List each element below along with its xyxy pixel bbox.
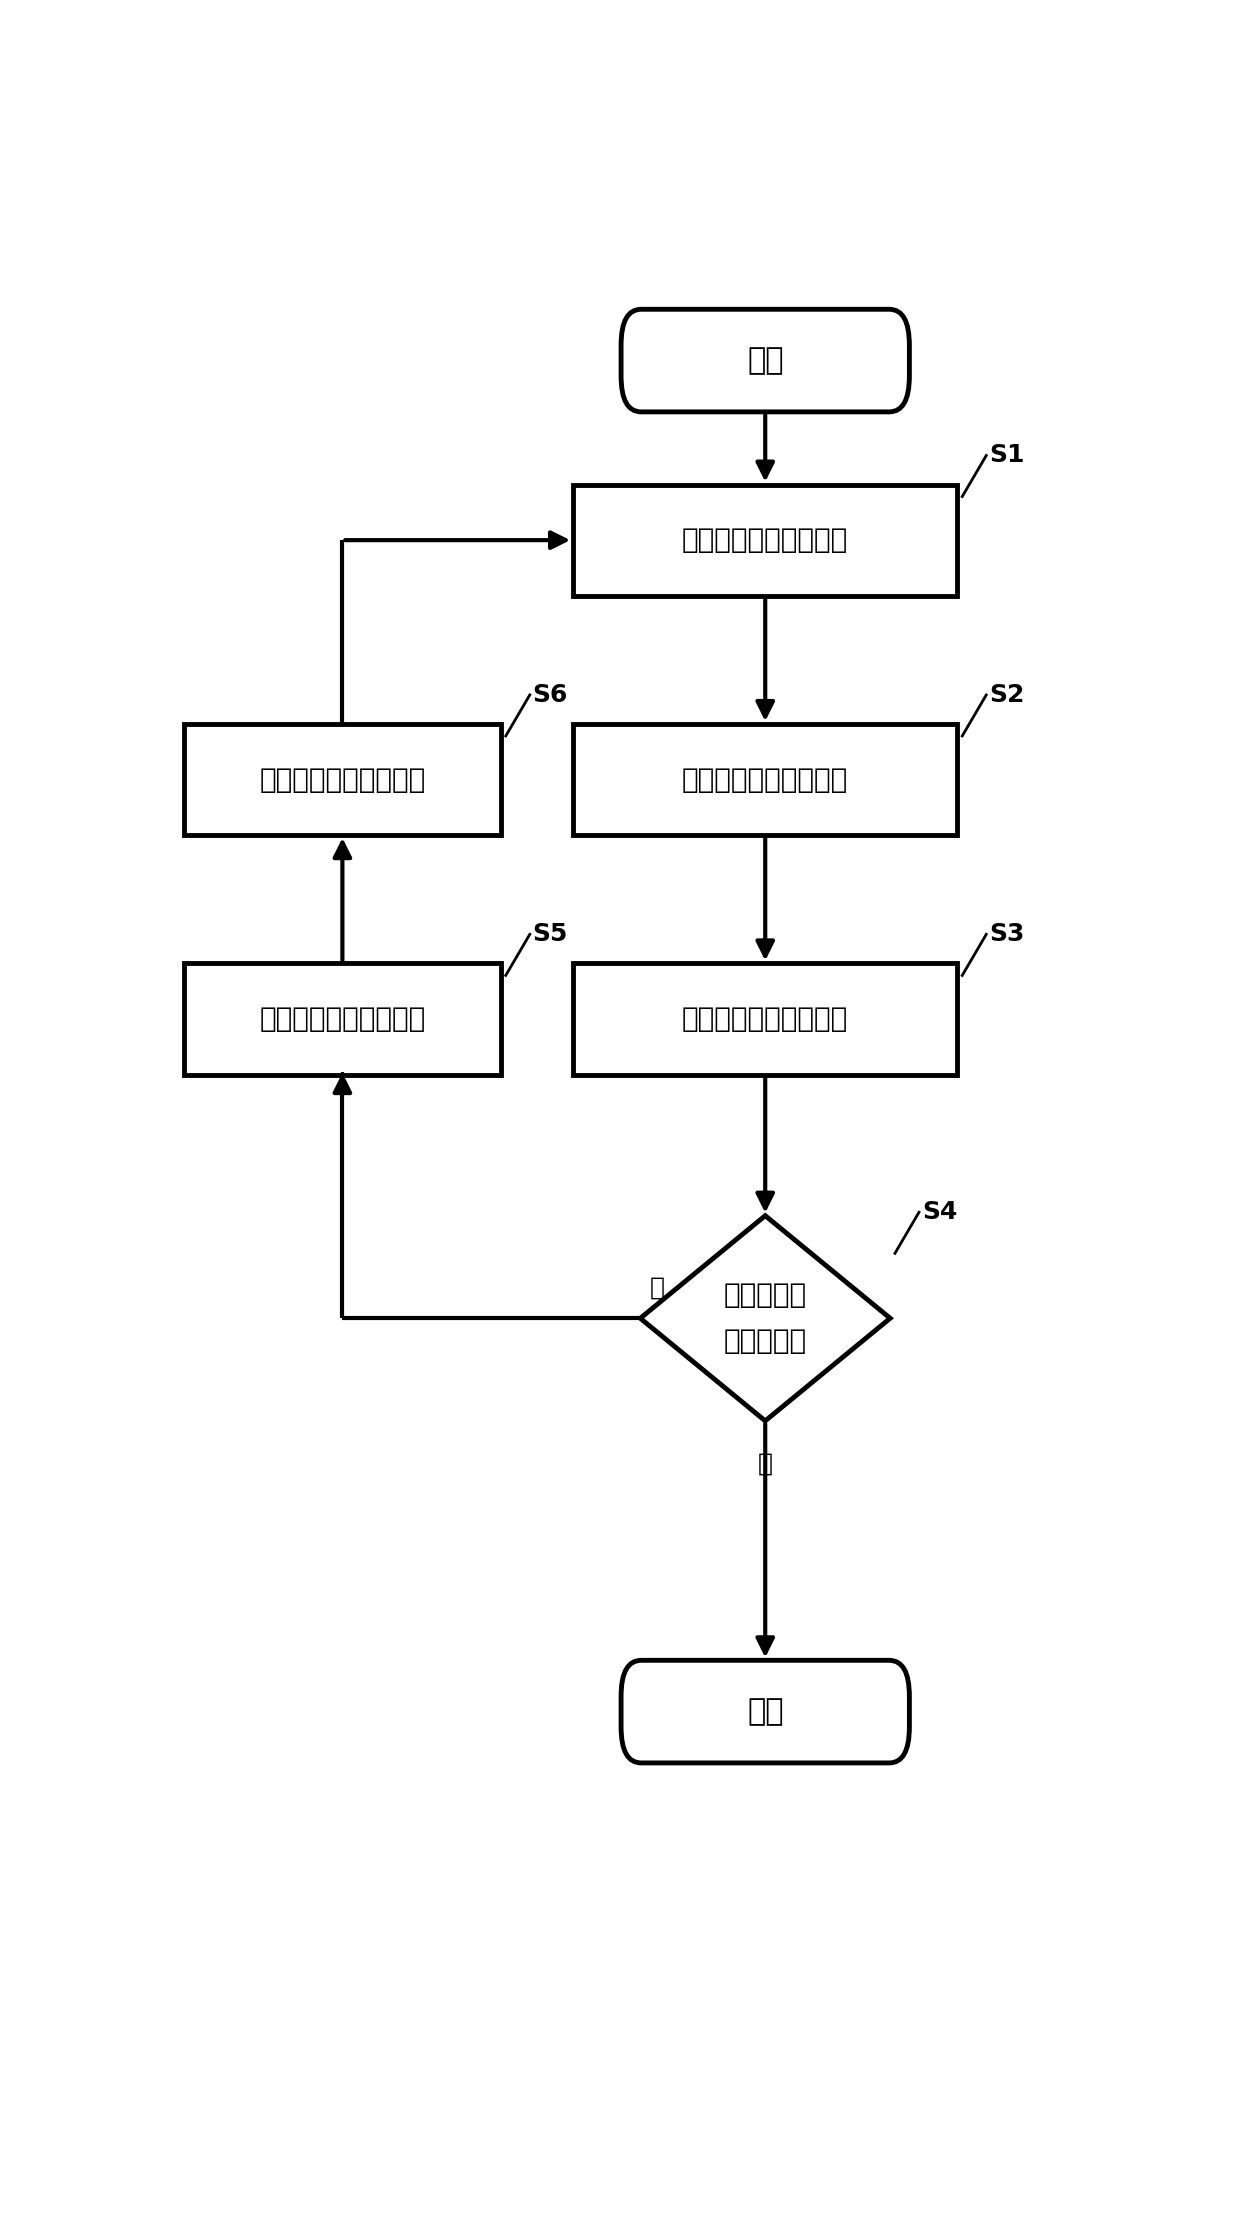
- Text: 开始: 开始: [746, 346, 784, 375]
- Text: 否: 否: [650, 1275, 665, 1299]
- Text: 偏差是否在
允许范围内: 偏差是否在 允许范围内: [724, 1282, 807, 1355]
- Text: 结束: 结束: [746, 1697, 784, 1726]
- Text: 扫描仪采集校正板图像: 扫描仪采集校正板图像: [682, 766, 848, 793]
- Text: S2: S2: [990, 682, 1024, 706]
- Polygon shape: [640, 1215, 890, 1421]
- Text: S5: S5: [533, 922, 568, 946]
- Text: 是: 是: [758, 1453, 773, 1475]
- Bar: [184, 724, 501, 835]
- Text: S3: S3: [990, 922, 1024, 946]
- Text: S1: S1: [990, 444, 1024, 466]
- Bar: [573, 724, 957, 835]
- Text: 振镜控制系统更新配置: 振镜控制系统更新配置: [259, 766, 425, 793]
- FancyBboxPatch shape: [621, 309, 909, 411]
- FancyBboxPatch shape: [621, 1661, 909, 1763]
- Bar: [573, 964, 957, 1075]
- Text: 校正板上形成标靶阵列: 校正板上形成标靶阵列: [682, 526, 848, 555]
- Text: S6: S6: [533, 682, 568, 706]
- Bar: [573, 484, 957, 595]
- Text: S4: S4: [921, 1199, 957, 1224]
- Text: 生成新的振镜补偿文件: 生成新的振镜补偿文件: [259, 1004, 425, 1033]
- Text: 提取标靶阵列相对位置: 提取标靶阵列相对位置: [682, 1004, 848, 1033]
- Bar: [184, 964, 501, 1075]
